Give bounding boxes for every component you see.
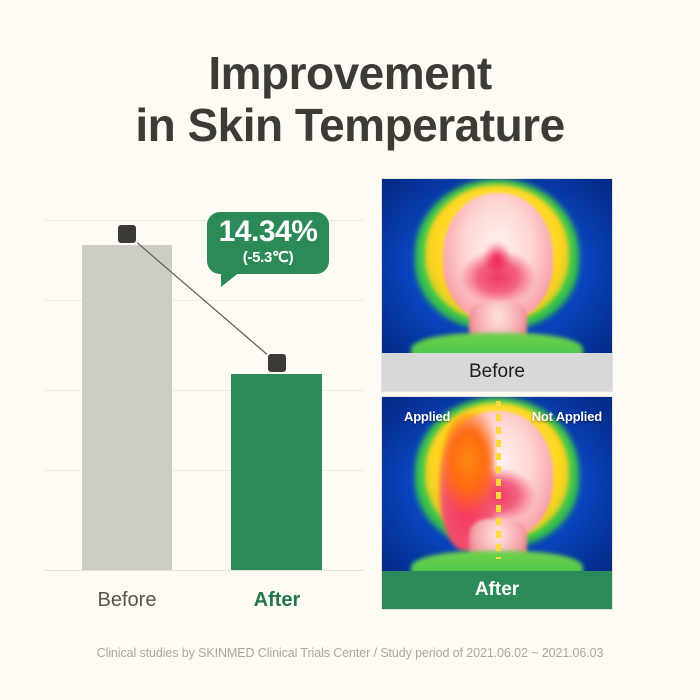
thermal-panel-after: Applied Not Applied After xyxy=(381,396,613,610)
thermal-hotspot-nose xyxy=(483,241,511,271)
x-axis-label-after: After xyxy=(253,589,301,611)
thermal-image-after: Applied Not Applied xyxy=(382,397,612,571)
dotted-divider-icon xyxy=(496,401,501,559)
overlay-label-applied: Applied xyxy=(404,409,451,424)
title-line-1: Improvement xyxy=(208,47,492,99)
thermal-shoulder xyxy=(411,333,583,353)
study-footnote: Clinical studies by SKINMED Clinical Tri… xyxy=(96,646,604,660)
bar-before[interactable] xyxy=(82,245,172,570)
bar-after[interactable] xyxy=(231,374,322,570)
title-line-2: in Skin Temperature xyxy=(135,98,565,151)
panel-caption-after: After xyxy=(382,571,612,609)
axis-baseline xyxy=(44,570,364,571)
badge-percent: 14.34% xyxy=(218,215,318,248)
badge-tail-icon xyxy=(221,271,241,287)
improvement-badge: 14.34% (-5.3℃) xyxy=(207,212,329,287)
gridline xyxy=(44,390,364,391)
overlay-label-not-applied: Not Applied xyxy=(531,409,602,424)
gridline xyxy=(44,470,364,471)
gridline xyxy=(44,220,364,221)
thermal-face-before xyxy=(411,179,583,353)
data-point-marker-before[interactable] xyxy=(116,223,138,245)
badge-temperature: (-5.3℃) xyxy=(242,249,294,266)
thermal-shoulder xyxy=(411,551,583,571)
x-axis-label-before: Before xyxy=(97,589,157,611)
thermal-panel-before: Before xyxy=(381,178,613,392)
bar-chart: Before After xyxy=(44,178,364,611)
page-title: Improvement in Skin Temperature xyxy=(0,47,700,151)
data-point-marker-after[interactable] xyxy=(266,352,288,374)
panel-caption-before: Before xyxy=(382,353,612,391)
thermal-image-before xyxy=(382,179,612,353)
